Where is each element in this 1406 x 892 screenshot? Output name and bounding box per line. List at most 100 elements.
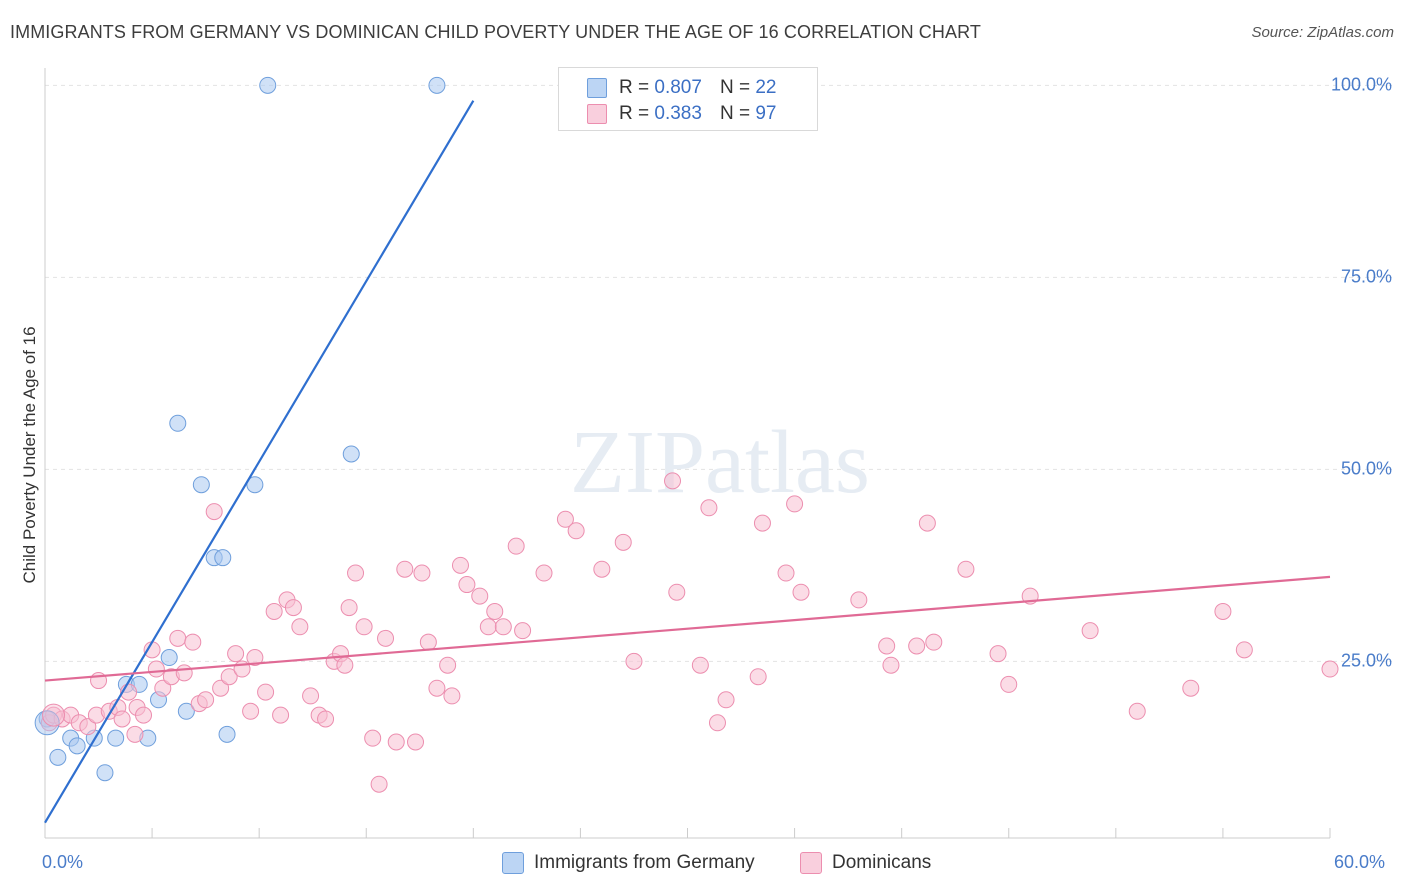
point-dominicans-89 [989, 645, 1007, 663]
point-dominicans-32 [265, 602, 283, 620]
point-germany-19 [259, 76, 277, 94]
point-dominicans-75 [708, 714, 726, 732]
point-dominicans-52 [413, 564, 431, 582]
point-dominicans-33 [272, 706, 290, 724]
point-dominicans-31 [257, 683, 275, 701]
point-dominicans-5 [79, 718, 97, 736]
point-germany-12 [169, 414, 187, 432]
point-dominicans-72 [668, 583, 686, 601]
point-dominicans-87 [925, 633, 943, 651]
series-label-dominicans: Dominicans [832, 852, 932, 873]
legend-row-dominicans: R = 0.383 N = 97 [587, 101, 776, 127]
point-dominicans-84 [882, 656, 900, 674]
legend-n-value-dominicans: 97 [755, 103, 777, 124]
point-dominicans-26 [220, 668, 238, 686]
point-dominicans-20 [175, 664, 193, 682]
chart-title: IMMIGRANTS FROM GERMANY VS DOMINICAN CHI… [10, 22, 981, 42]
point-dominicans-94 [1182, 679, 1200, 697]
point-dominicans-30 [246, 649, 264, 667]
point-germany-3 [68, 737, 86, 755]
point-dominicans-25 [212, 679, 230, 697]
point-dominicans-63 [507, 537, 525, 555]
legend-r-label-germany: R = [619, 77, 650, 98]
point-dominicans-62 [494, 618, 512, 636]
point-dominicans-48 [377, 629, 395, 647]
point-dominicans-77 [749, 668, 767, 686]
legend-r-label-dominicans: R = [619, 103, 650, 124]
point-dominicans-46 [364, 729, 382, 747]
trendline-dominicans [44, 575, 1331, 682]
source-label: Source: ZipAtlas.com [1251, 24, 1394, 41]
point-dominicans-76 [717, 691, 735, 709]
point-dominicans-35 [284, 599, 302, 617]
point-dominicans-86 [918, 514, 936, 532]
y-tick-label-0: 100.0% [1330, 74, 1392, 95]
point-dominicans-12 [126, 725, 144, 743]
point-germany-1 [49, 748, 67, 766]
point-dominicans-68 [593, 560, 611, 578]
point-dominicans-96 [1235, 641, 1253, 659]
point-dominicans-61 [486, 602, 504, 620]
point-dominicans-21 [184, 633, 202, 651]
point-dominicans-90 [1000, 675, 1018, 693]
watermark: ZIPatlas [570, 413, 870, 512]
point-dominicans-93 [1128, 702, 1146, 720]
point-germany-cluster [34, 710, 60, 736]
point-dominicans-50 [396, 560, 414, 578]
point-dominicans-85 [908, 637, 926, 655]
point-dominicans-70 [625, 652, 643, 670]
point-dominicans-92 [1081, 622, 1099, 640]
point-germany-20 [342, 445, 360, 463]
y-tick-label-2: 50.0% [1340, 458, 1392, 479]
y-tick-label-1: 75.0% [1340, 266, 1392, 287]
point-dominicans-58 [458, 576, 476, 594]
point-dominicans-27 [227, 645, 245, 663]
legend-r-value-germany: 0.807 [654, 77, 702, 98]
point-dominicans-39 [317, 710, 335, 728]
point-dominicans-95 [1214, 602, 1232, 620]
legend-swatch-dominicans [587, 104, 607, 124]
point-germany-16 [214, 549, 232, 567]
point-dominicans-82 [850, 591, 868, 609]
point-dominicans-57 [451, 556, 469, 574]
legend-row-germany: R = 0.807 N = 22 [587, 75, 776, 101]
trendline-germany [44, 100, 475, 824]
point-dominicans-83 [878, 637, 896, 655]
point-germany-13 [177, 702, 195, 720]
point-dominicans-42 [336, 656, 354, 674]
correlation-legend: R = 0.807 N = 22 R = 0.383 N = 97 [558, 67, 818, 131]
point-dominicans-74 [700, 499, 718, 517]
point-dominicans-49 [387, 733, 405, 751]
point-dominicans-37 [302, 687, 320, 705]
point-germany-18 [246, 476, 264, 494]
point-dominicans-71 [664, 472, 682, 490]
legend-swatch-germany [587, 78, 607, 98]
point-dominicans-29 [242, 702, 260, 720]
series-label-germany: Immigrants from Germany [534, 852, 755, 873]
point-dominicans-64 [514, 622, 532, 640]
point-dominicans-60 [479, 618, 497, 636]
series-swatch-germany [502, 852, 524, 874]
x-tick-label-min: 0.0% [42, 852, 84, 872]
point-dominicans-54 [428, 679, 446, 697]
point-dominicans-45 [355, 618, 373, 636]
point-dominicans-44 [347, 564, 365, 582]
point-dominicans-59 [471, 587, 489, 605]
point-dominicans-51 [407, 733, 425, 751]
legend-n-label-dominicans: N = [719, 103, 751, 124]
point-germany-17 [218, 725, 236, 743]
point-dominicans-36 [291, 618, 309, 636]
point-dominicans-10 [113, 710, 131, 728]
point-dominicans-80 [786, 495, 804, 513]
point-dominicans-17 [154, 679, 172, 697]
point-dominicans-78 [753, 514, 771, 532]
point-dominicans-73 [691, 656, 709, 674]
point-dominicans-43 [340, 599, 358, 617]
point-dominicans-69 [614, 533, 632, 551]
point-dominicans-88 [957, 560, 975, 578]
point-germany-21 [428, 76, 446, 94]
point-dominicans-19 [169, 629, 187, 647]
point-dominicans-67 [567, 522, 585, 540]
point-dominicans-23 [197, 691, 215, 709]
